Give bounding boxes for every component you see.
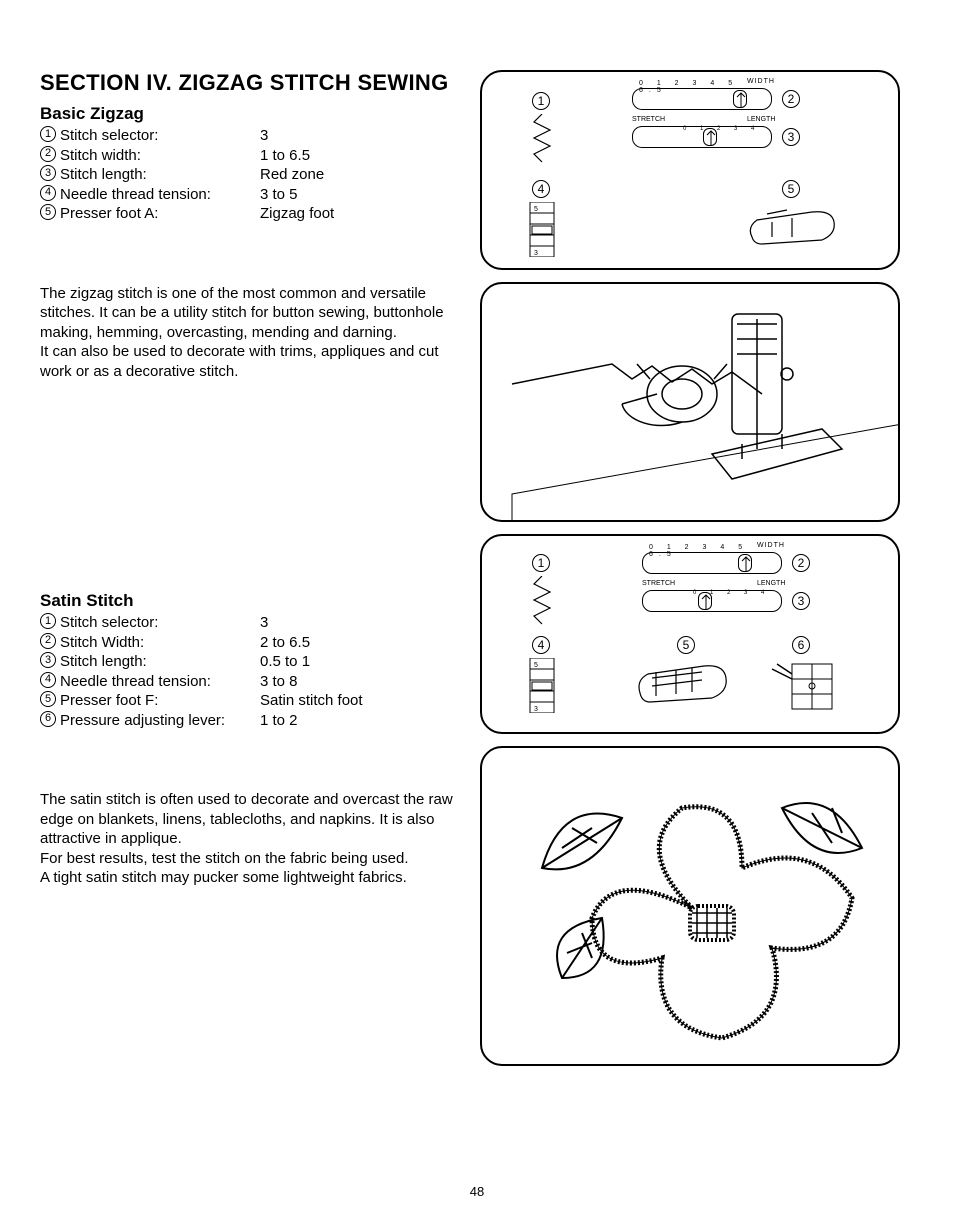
width-dial-icon: 0 1 2 3 4 5 6.5 <box>642 552 782 574</box>
basic-zigzag-para2: It can also be used to decorate with tri… <box>40 342 460 381</box>
callout-num-icon: 1 <box>532 92 550 110</box>
section-title: SECTION IV. ZIGZAG STITCH SEWING <box>40 70 460 96</box>
pressure-lever-icon <box>762 654 842 714</box>
callout-num-icon: 1 <box>532 554 550 572</box>
setting-label: Needle thread tension: <box>60 185 211 205</box>
length-label: LENGTH <box>757 580 785 587</box>
stretch-label: STRETCH <box>632 116 665 123</box>
tension-dial-icon: 5 4 3 <box>528 658 556 713</box>
setting-row: 1Stitch selector: 3 <box>40 613 460 633</box>
setting-label: Stitch length: <box>60 165 147 185</box>
satin-foot-icon <box>632 658 732 708</box>
callout-num-icon: 2 <box>782 90 800 108</box>
setting-row: 3Stitch length: 0.5 to 1 <box>40 652 460 672</box>
setting-row: 2Stitch width: 1 to 6.5 <box>40 146 460 166</box>
setting-row: 4Needle thread tension: 3 to 5 <box>40 185 460 205</box>
callout-num-icon: 6 <box>792 636 810 654</box>
satin-stitch-para1: The satin stitch is often used to decora… <box>40 790 460 849</box>
callout-num-icon: 2 <box>792 554 810 572</box>
satin-stitch-heading: Satin Stitch <box>40 591 460 611</box>
right-column: 1 WIDTH 0 1 2 3 4 5 6.5 2 STRETCH LENGTH… <box>480 70 900 1066</box>
basic-zigzag-settings: 1Stitch selector: 3 2Stitch width: 1 to … <box>40 126 460 224</box>
setting-num-icon: 4 <box>40 672 56 688</box>
setting-num-icon: 1 <box>40 613 56 629</box>
page-number: 48 <box>0 1184 954 1199</box>
tension-dial-icon: 5 4 3 <box>528 202 556 257</box>
setting-label: Presser foot A: <box>60 204 158 224</box>
callout-num-icon: 5 <box>782 180 800 198</box>
setting-value: 1 to 2 <box>260 711 460 731</box>
zigzag-stitch-icon <box>532 576 552 626</box>
setting-num-icon: 3 <box>40 652 56 668</box>
setting-label: Needle thread tension: <box>60 672 211 692</box>
flower-applique-icon <box>482 748 900 1066</box>
setting-value: Zigzag foot <box>260 204 460 224</box>
setting-label: Stitch length: <box>60 652 147 672</box>
width-scale: 0 1 2 3 4 5 6.5 <box>649 544 781 558</box>
callout-num-icon: 3 <box>792 592 810 610</box>
basic-zigzag-settings-diagram: 1 WIDTH 0 1 2 3 4 5 6.5 2 STRETCH LENGTH… <box>480 70 900 270</box>
basic-zigzag-para1: The zigzag stitch is one of the most com… <box>40 284 460 343</box>
setting-label: Stitch selector: <box>60 613 158 633</box>
satin-stitch-para3: A tight satin stitch may pucker some lig… <box>40 868 460 888</box>
stretch-label: STRETCH <box>642 580 675 587</box>
presser-foot-drawing-icon <box>482 284 900 522</box>
satin-stitch-settings: 1Stitch selector: 3 2Stitch Width: 2 to … <box>40 613 460 730</box>
setting-row: 1Stitch selector: 3 <box>40 126 460 146</box>
setting-label: Stitch Width: <box>60 633 144 653</box>
setting-label: Stitch width: <box>60 146 141 166</box>
zigzag-sewing-diagram <box>480 282 900 522</box>
basic-zigzag-heading: Basic Zigzag <box>40 104 460 124</box>
setting-row: 5Presser foot F: Satin stitch foot <box>40 691 460 711</box>
setting-value: 3 <box>260 613 460 633</box>
length-dial-icon: 0 1 2 3 4 <box>642 590 782 612</box>
setting-label: Pressure adjusting lever: <box>60 711 225 731</box>
setting-row: 3Stitch length: Red zone <box>40 165 460 185</box>
callout-num-icon: 4 <box>532 636 550 654</box>
satin-stitch-para2: For best results, test the stitch on the… <box>40 849 460 869</box>
callout-num-icon: 4 <box>532 180 550 198</box>
setting-value: 3 to 8 <box>260 672 460 692</box>
setting-value: 3 <box>260 126 460 146</box>
svg-text:5: 5 <box>534 206 538 213</box>
width-scale: 0 1 2 3 4 5 6.5 <box>639 80 771 94</box>
setting-num-icon: 5 <box>40 204 56 220</box>
setting-num-icon: 5 <box>40 691 56 707</box>
width-dial-icon: 0 1 2 3 4 5 6.5 <box>632 88 772 110</box>
length-scale: 0 1 2 3 4 <box>683 126 760 132</box>
length-dial-icon: 0 1 2 3 4 <box>632 126 772 148</box>
svg-text:3: 3 <box>534 250 538 257</box>
length-label: LENGTH <box>747 116 775 123</box>
svg-text:5: 5 <box>534 662 538 669</box>
setting-label: Stitch selector: <box>60 126 158 146</box>
setting-num-icon: 2 <box>40 633 56 649</box>
setting-row: 5Presser foot A: Zigzag foot <box>40 204 460 224</box>
setting-value: Red zone <box>260 165 460 185</box>
setting-value: 1 to 6.5 <box>260 146 460 166</box>
zigzag-foot-icon <box>742 202 842 252</box>
satin-stitch-flower-diagram <box>480 746 900 1066</box>
setting-value: 2 to 6.5 <box>260 633 460 653</box>
callout-num-icon: 5 <box>677 636 695 654</box>
setting-num-icon: 2 <box>40 146 56 162</box>
callout-num-icon: 3 <box>782 128 800 146</box>
setting-row: 2Stitch Width: 2 to 6.5 <box>40 633 460 653</box>
setting-value: 3 to 5 <box>260 185 460 205</box>
setting-num-icon: 6 <box>40 711 56 727</box>
setting-num-icon: 3 <box>40 165 56 181</box>
setting-num-icon: 1 <box>40 126 56 142</box>
satin-stitch-settings-diagram: 1 WIDTH 0 1 2 3 4 5 6.5 2 STRETCH LENGTH… <box>480 534 900 734</box>
svg-text:3: 3 <box>534 706 538 713</box>
setting-label: Presser foot F: <box>60 691 158 711</box>
setting-row: 6Pressure adjusting lever: 1 to 2 <box>40 711 460 731</box>
left-column: SECTION IV. ZIGZAG STITCH SEWING Basic Z… <box>40 70 460 1066</box>
setting-num-icon: 4 <box>40 185 56 201</box>
zigzag-stitch-icon <box>532 114 552 164</box>
setting-value: 0.5 to 1 <box>260 652 460 672</box>
setting-row: 4Needle thread tension: 3 to 8 <box>40 672 460 692</box>
setting-value: Satin stitch foot <box>260 691 460 711</box>
